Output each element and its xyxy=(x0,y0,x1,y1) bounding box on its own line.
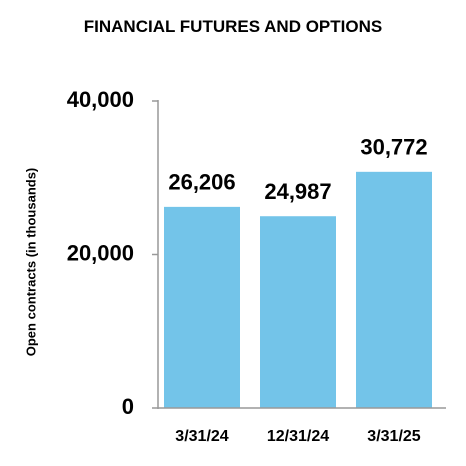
value-label: 30,772 xyxy=(360,135,427,160)
y-tick-label: 0 xyxy=(122,394,134,419)
x-tick-label: 3/31/25 xyxy=(367,428,420,445)
chart-title: FINANCIAL FUTURES AND OPTIONS xyxy=(83,17,383,36)
bar xyxy=(164,206,240,408)
x-tick-label: 12/31/24 xyxy=(267,428,329,445)
y-tick-label: 20,000 xyxy=(67,240,134,265)
y-tick-label: 40,000 xyxy=(67,87,134,112)
bar xyxy=(356,171,432,408)
y-axis-label: Open contracts (in thousands) xyxy=(23,168,38,357)
value-label: 26,206 xyxy=(168,170,235,195)
value-label: 24,987 xyxy=(264,179,331,204)
x-tick-label: 3/31/24 xyxy=(175,428,228,445)
bar xyxy=(260,216,336,408)
